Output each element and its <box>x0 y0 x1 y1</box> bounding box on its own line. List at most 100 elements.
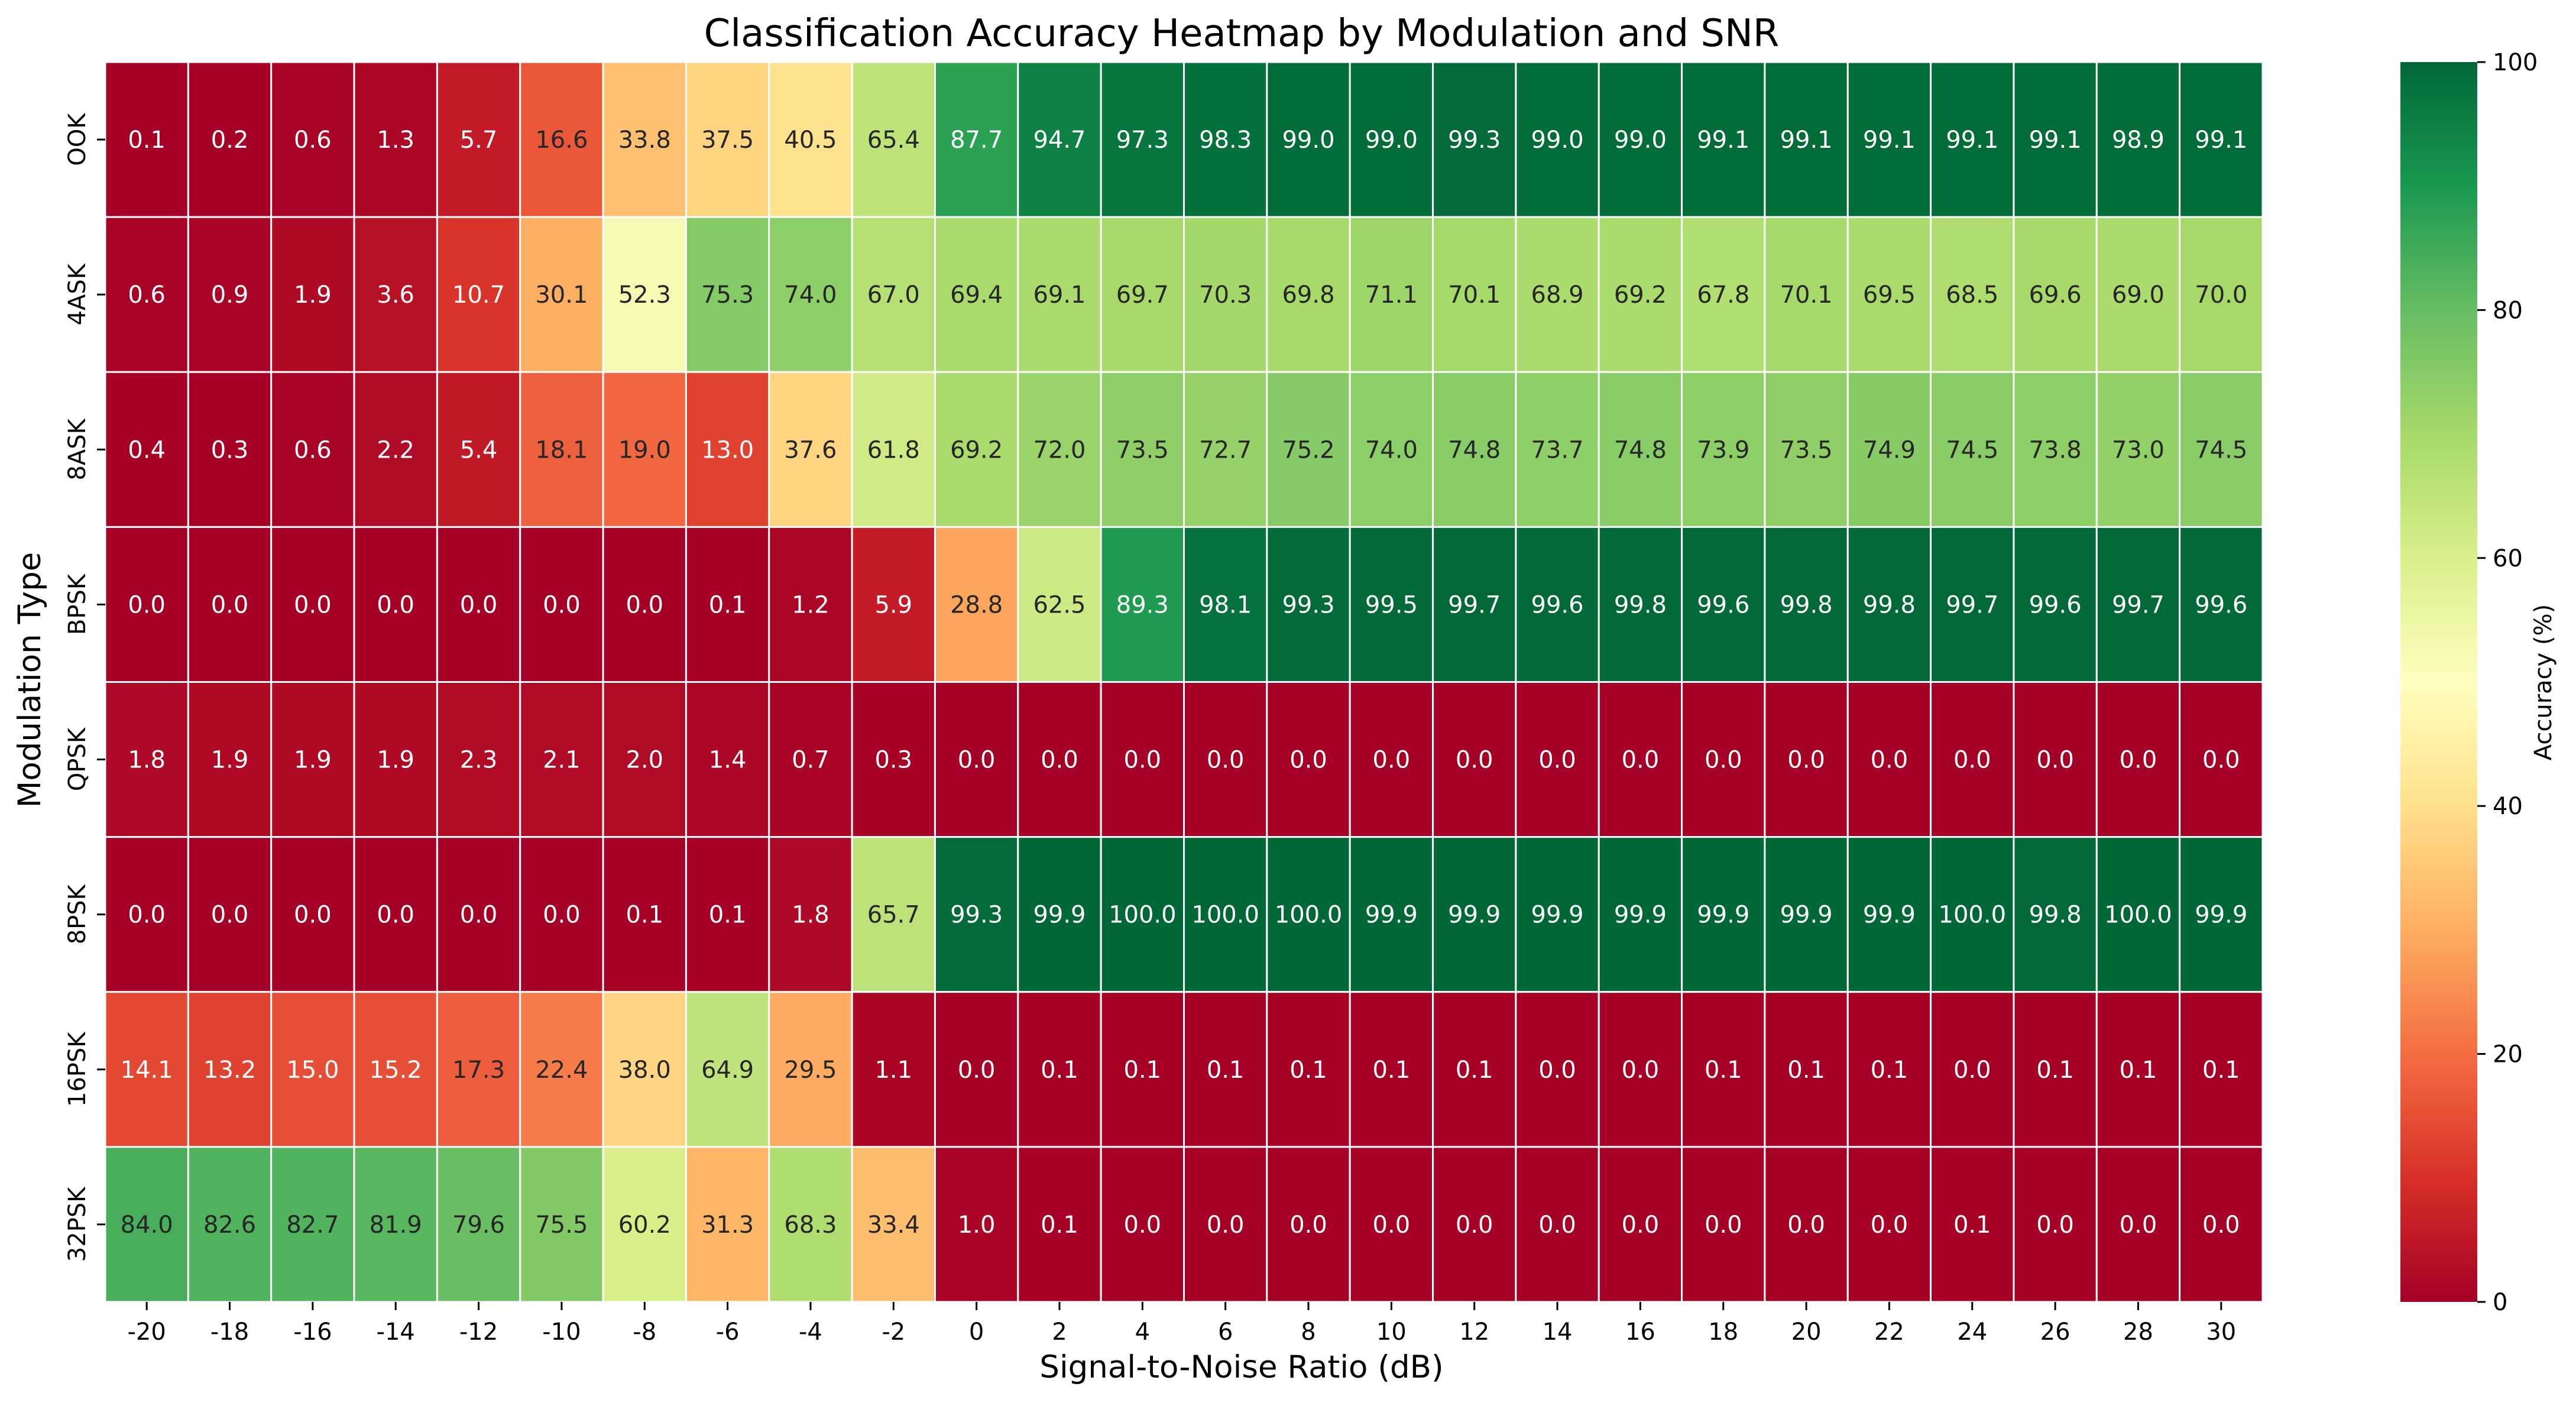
heatmap-cell <box>1017 836 1102 993</box>
cell-value-label: 0.6 <box>294 127 332 154</box>
cell-value-label: 99.7 <box>2112 591 2165 618</box>
cell-value-label: 0.1 <box>2036 1057 2074 1084</box>
heatmap-cell <box>2013 61 2098 218</box>
heatmap-cell <box>602 681 687 838</box>
cell-value-label: 87.7 <box>950 127 1003 154</box>
cell-value-label: 0.1 <box>1124 1057 1162 1084</box>
cell-value-label: 13.2 <box>203 1057 256 1084</box>
colorbar <box>2400 62 2477 1302</box>
cell-value-label: 99.0 <box>1365 127 1418 154</box>
cell-value-label: 3.6 <box>377 281 414 309</box>
heatmap-cell <box>768 61 853 218</box>
heatmap-cell <box>1266 371 1351 528</box>
heatmap-cell <box>1266 526 1351 683</box>
heatmap-cell <box>270 61 355 218</box>
heatmap-cell <box>1266 61 1351 218</box>
cell-value-label: 73.8 <box>2029 436 2082 464</box>
cell-value-label: 0.6 <box>294 436 332 464</box>
heatmap-cell <box>2095 1146 2181 1303</box>
y-axis-label: Modulation Type <box>12 552 48 808</box>
cell-value-label: 5.9 <box>874 591 912 618</box>
heatmap-cell <box>436 681 521 838</box>
heatmap-cell <box>1846 61 1932 218</box>
cell-value-label: 99.0 <box>1614 127 1667 154</box>
heatmap-cell <box>1017 991 1102 1148</box>
cell-value-label: 99.8 <box>1863 591 1916 618</box>
cell-value-label: 0.0 <box>1871 747 1908 774</box>
heatmap-cell <box>1515 836 1600 993</box>
heatmap-cell <box>1930 991 2015 1148</box>
cell-value-label: 0.0 <box>1373 747 1411 774</box>
heatmap-cell <box>1432 371 1517 528</box>
cell-value-label: 0.0 <box>1289 1211 1327 1239</box>
heatmap-cell <box>519 1146 604 1303</box>
cell-value-label: 62.5 <box>1033 591 1086 618</box>
heatmap-cell <box>1349 61 1434 218</box>
cell-value-label: 0.2 <box>211 127 249 154</box>
cell-value-label: 33.4 <box>867 1211 920 1239</box>
cell-value-label: 99.5 <box>1365 591 1418 618</box>
cell-value-label: 0.1 <box>2120 1057 2157 1084</box>
cell-value-label: 0.3 <box>874 747 912 774</box>
cell-value-label: 0.0 <box>294 902 332 929</box>
heatmap-cell <box>851 681 936 838</box>
cell-value-label: 0.0 <box>626 591 663 618</box>
heatmap-cell <box>1432 61 1517 218</box>
cell-value-label: 0.0 <box>543 591 581 618</box>
heatmap-cell <box>1266 216 1351 373</box>
heatmap-cell <box>1681 1146 1766 1303</box>
cell-value-label: 99.1 <box>1946 127 1998 154</box>
x-tick-label: 16 <box>1625 1318 1655 1346</box>
cell-value-label: 31.3 <box>701 1211 754 1239</box>
heatmap-cell <box>1432 991 1517 1148</box>
cell-value-label: 0.0 <box>1622 1057 1660 1084</box>
cell-value-label: 14.1 <box>121 1057 173 1084</box>
cell-value-label: 72.0 <box>1033 436 1086 464</box>
cell-value-label: 70.0 <box>2195 281 2247 309</box>
heatmap-cell <box>1930 526 2015 683</box>
cell-value-label: 99.1 <box>1697 127 1749 154</box>
cell-value-label: 60.2 <box>618 1211 671 1239</box>
cell-value-label: 0.0 <box>128 902 166 929</box>
heatmap-cell <box>2013 681 2098 838</box>
cell-value-label: 16.6 <box>535 127 588 154</box>
heatmap-cell <box>1432 1146 1517 1303</box>
cell-value-label: 99.7 <box>1448 591 1501 618</box>
cell-value-label: 15.2 <box>370 1057 422 1084</box>
heatmap-cell <box>1100 216 1185 373</box>
heatmap-cell <box>104 61 189 218</box>
x-tick-label: -16 <box>293 1318 332 1346</box>
cell-value-label: 69.6 <box>2029 281 2082 309</box>
heatmap-cell <box>1764 526 1849 683</box>
heatmap-cell <box>934 1146 1019 1303</box>
cell-value-label: 1.4 <box>709 747 747 774</box>
cell-value-label: 18.1 <box>535 436 588 464</box>
heatmap-cell <box>436 216 521 373</box>
cell-value-label: 74.0 <box>784 281 837 309</box>
cell-value-label: 40.5 <box>784 127 837 154</box>
cell-value-label: 99.9 <box>1697 902 1749 929</box>
cell-value-label: 0.9 <box>211 281 249 309</box>
cell-value-label: 28.8 <box>950 591 1003 618</box>
heatmap-cell <box>2013 371 2098 528</box>
cell-value-label: 17.3 <box>452 1057 505 1084</box>
heatmap-cell <box>2095 61 2181 218</box>
heatmap-cell <box>1930 836 2015 993</box>
cell-value-label: 99.9 <box>1614 902 1667 929</box>
cell-value-label: 99.6 <box>2029 591 2082 618</box>
heatmap-cell <box>270 526 355 683</box>
heatmap-cell <box>1349 991 1434 1148</box>
heatmap-cell <box>2013 836 2098 993</box>
cell-value-label: 74.5 <box>1946 436 1998 464</box>
cell-value-label: 70.3 <box>1199 281 1252 309</box>
cell-value-label: 99.1 <box>1780 127 1833 154</box>
heatmap-cell <box>1681 991 1766 1148</box>
cell-value-label: 22.4 <box>535 1057 588 1084</box>
cell-value-label: 0.0 <box>2202 1211 2240 1239</box>
heatmap-cell <box>1515 61 1600 218</box>
heatmap-cell <box>1598 681 1683 838</box>
cell-value-label: 1.9 <box>294 747 332 774</box>
heatmap-cell <box>1846 216 1932 373</box>
cell-value-label: 68.5 <box>1946 281 1998 309</box>
